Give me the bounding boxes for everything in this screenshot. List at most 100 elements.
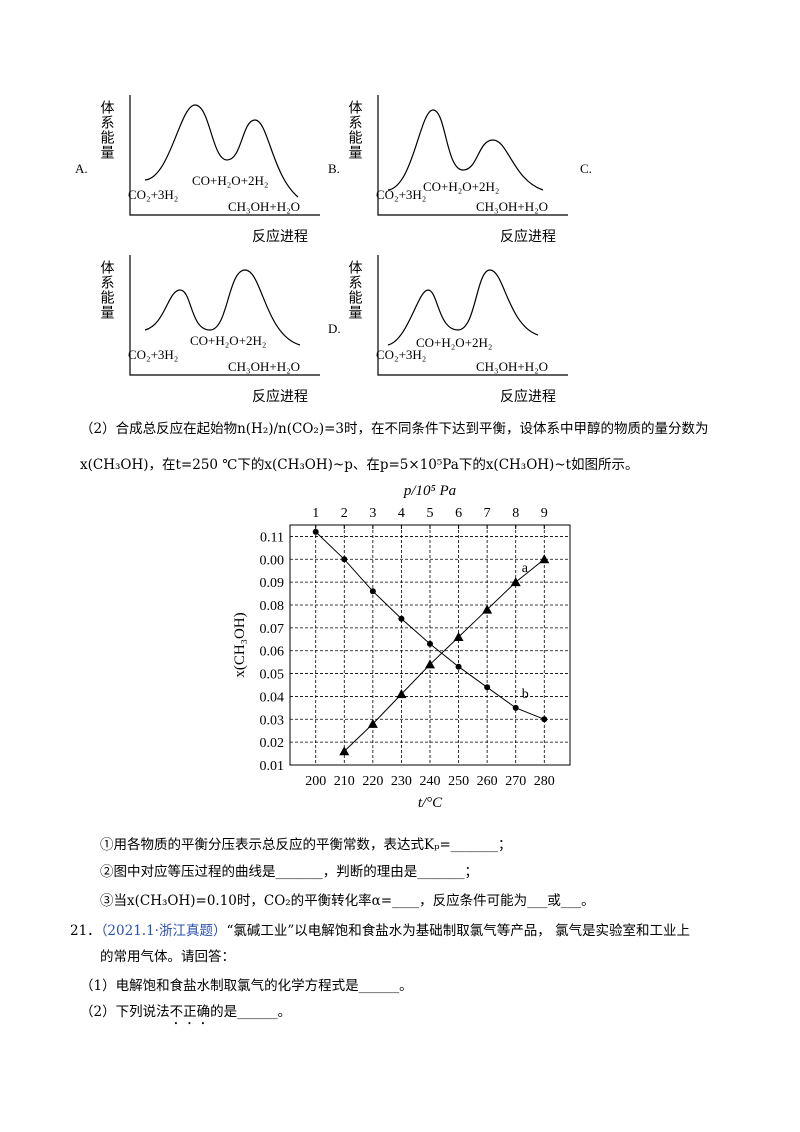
data-point: [510, 577, 521, 587]
data-point: [512, 704, 519, 711]
text-line: x(CH₃OH)，在t=250 ℃下的x(CH₃OH)~p、在p=5×10⁵Pa…: [80, 457, 639, 473]
data-point: [427, 640, 433, 647]
x-tick-label: 280: [534, 774, 555, 789]
x-axis-label: 反应进程: [252, 228, 308, 245]
y-tick-label: 0.01: [260, 759, 285, 774]
data-point: [455, 663, 462, 670]
data-point: [339, 746, 350, 756]
axes: [129, 255, 320, 376]
x-axis-label: t/°C: [418, 795, 443, 811]
y-tick-label: 0.00: [260, 553, 285, 568]
y-axis-label: x(CH₃OH): [232, 612, 248, 677]
data-point: [398, 615, 405, 622]
y-tick-label: 0.09: [260, 576, 285, 591]
x-tick-label: 260: [477, 774, 498, 789]
y-tick-label: 0.02: [260, 736, 285, 751]
emphasis: 不正确: [169, 1004, 211, 1020]
x-tick-label: 240: [420, 774, 441, 789]
text-line: 的常用气体。请回答：: [100, 949, 235, 965]
data-point: [541, 716, 548, 723]
state-label: CO+H₂O+2H₂: [190, 333, 266, 348]
state-label: CH₃OH+H₂O: [476, 199, 548, 214]
x-tick-label: 210: [334, 774, 355, 789]
y-tick-label: 0.11: [260, 530, 284, 545]
text: 的是______。: [210, 1004, 292, 1020]
option-label: D.: [328, 321, 341, 336]
x-axis-label: 反应进程: [500, 388, 556, 405]
x-axis-label: 反应进程: [252, 388, 308, 405]
y-tick-label: 0.07: [260, 622, 285, 637]
source: （2021.1·浙江真题）: [100, 923, 227, 939]
state-label: CO+H₂O+2H₂: [416, 335, 492, 350]
energy-curve: [387, 109, 544, 191]
sub-question: （1）电解饱和食盐水制取氯气的化学方程式是______。: [80, 978, 413, 994]
question: ②图中对应等压过程的曲线是_______，判断的理由是_______；: [100, 864, 478, 880]
x2-tick-label: 5: [427, 506, 434, 521]
y-tick-label: 0.03: [260, 713, 285, 728]
data-point: [484, 684, 491, 691]
y-axis-label: 体系能量: [99, 260, 115, 320]
state-label: CH₃OH+H₂O: [228, 359, 300, 374]
x-tick-label: 200: [305, 774, 326, 789]
option-label: C.: [580, 161, 592, 176]
stem: “氯碱工业”以电解饱和食盐水为基础制取氯气等产品， 氯气是实验室和工业上: [226, 923, 691, 939]
x2-tick-label: 6: [455, 506, 462, 521]
state-label: CH₃OH+H₂O: [476, 359, 548, 374]
x-axis-label: 反应进程: [500, 228, 556, 245]
y-axis-label: 体系能量: [347, 260, 363, 320]
axes: [129, 95, 320, 216]
x2-tick-label: 8: [512, 506, 519, 521]
text: （2）下列说法: [80, 1004, 170, 1020]
axes: [377, 255, 568, 376]
x-tick-label: 230: [391, 774, 412, 789]
y-tick-label: 0.08: [260, 599, 285, 614]
state-label: CO+H₂O+2H₂: [192, 173, 268, 188]
state-label: CO₂+3H₂: [376, 347, 426, 362]
data-point: [367, 718, 378, 728]
y-tick-label: 0.06: [260, 645, 285, 660]
text-line: （2）合成总反应在起始物n(H₂)/n(CO₂)=3时，在不同条件下达到平衡，设…: [80, 421, 709, 437]
x-tick-label: 270: [505, 774, 526, 789]
option-label: A.: [75, 161, 88, 176]
data-point: [453, 632, 464, 641]
x2-tick-label: 7: [484, 506, 491, 521]
y-tick-label: 0.04: [260, 690, 285, 705]
series-label: b: [522, 687, 529, 702]
energy-curve: [144, 269, 301, 346]
axes: [377, 95, 568, 216]
energy-curve: [387, 269, 539, 346]
x2-tick-label: 9: [541, 506, 548, 521]
state-label: CO₂+3H₂: [376, 187, 426, 202]
option-label: B.: [328, 161, 340, 176]
series-line: [343, 558, 545, 752]
x-tick-label: 220: [362, 774, 383, 789]
state-label: CO₂+3H₂: [128, 187, 178, 202]
sub-question: （2）下列说法不正确的是______。: [80, 1000, 291, 1028]
question: ①用各物质的平衡分压表示总反应的平衡常数，表达式Kₚ=_______；: [100, 837, 512, 853]
energy-curve: [144, 104, 299, 198]
x2-tick-label: 2: [341, 506, 348, 521]
question: ③当x(CH₃OH)=0.10时，CO₂的平衡转化率α=____，反应条件可能为…: [100, 893, 595, 909]
x2-tick-label: 3: [369, 506, 376, 521]
y-axis-label: 体系能量: [99, 100, 115, 160]
data-point: [341, 556, 348, 563]
data-point: [539, 554, 550, 564]
data-point: [396, 689, 407, 699]
x2-tick-label: 1: [312, 506, 319, 521]
question-21: 21．（2021.1·浙江真题）“氯碱工业”以电解饱和食盐水为基础制取氯气等产品…: [70, 919, 690, 939]
data-point: [312, 528, 319, 535]
number: 21．: [70, 923, 101, 939]
state-label: CO₂+3H₂: [128, 347, 178, 362]
state-label: CO+H₂O+2H₂: [423, 179, 499, 194]
state-label: CH₃OH+H₂O: [228, 199, 300, 214]
x2-tick-label: 4: [398, 506, 405, 521]
y-axis-label: 体系能量: [347, 100, 363, 160]
data-point: [482, 604, 493, 614]
data-point: [369, 588, 376, 595]
